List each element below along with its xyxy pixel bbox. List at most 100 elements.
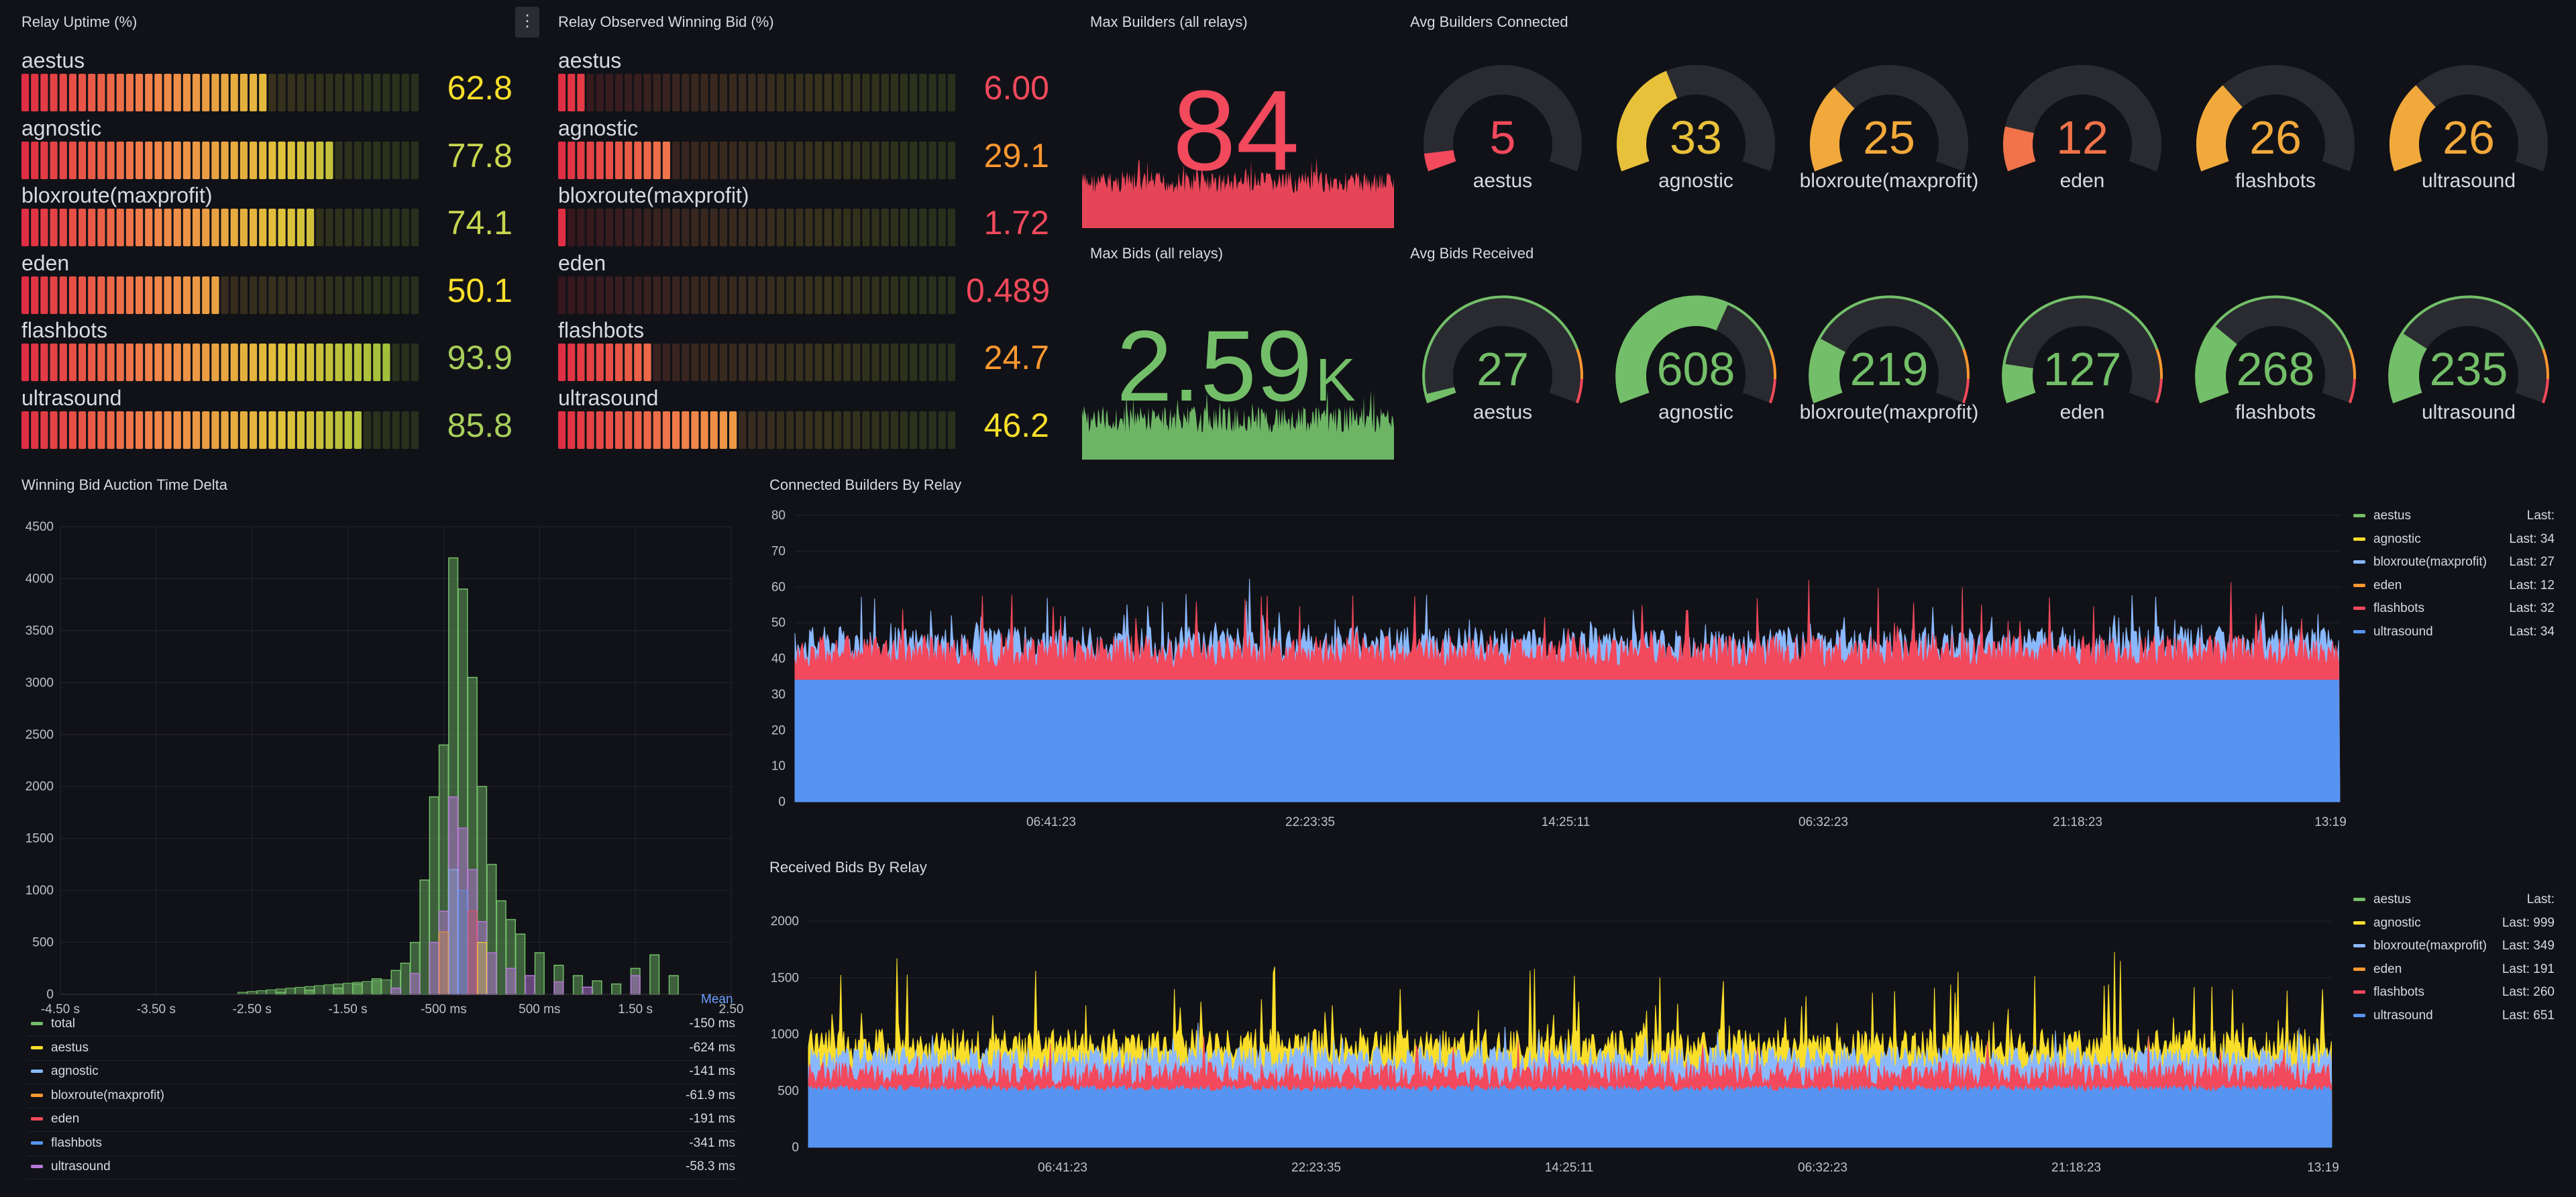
- winbid-row-segment: [605, 141, 613, 179]
- legend-name: agnostic: [2373, 531, 2421, 546]
- legend-last: Last: 191: [2502, 961, 2555, 976]
- winbid-row-segment: [938, 344, 946, 381]
- uptime-row-segment: [116, 74, 124, 111]
- legend-item[interactable]: ultrasound Last: 651: [2353, 1008, 2555, 1023]
- gauge-threshold: [1962, 378, 1970, 404]
- uptime-row-segment: [325, 344, 333, 381]
- legend-item[interactable]: agnostic Last: 34: [2353, 532, 2555, 547]
- gauge-fill: [1426, 386, 1456, 403]
- uptime-row-segment: [202, 344, 210, 381]
- legend-swatch: [2353, 583, 2365, 587]
- winbid-row-segment: [833, 276, 841, 314]
- uptime-row-segment: [268, 209, 276, 246]
- uptime-row-segment: [136, 209, 144, 246]
- uptime-row-segment: [239, 141, 248, 179]
- histogram-panel: Winning Bid Auction Time Delta 0 500 1000 1…: [0, 463, 758, 1197]
- uptime-row-segment: [382, 141, 390, 179]
- histogram-bar: [668, 975, 679, 995]
- winbid-row-segment: [862, 74, 870, 111]
- legend-last: Last: 651: [2502, 1008, 2555, 1023]
- uptime-row-segment: [287, 276, 295, 314]
- legend-item[interactable]: ultrasound Last: 34: [2353, 625, 2555, 639]
- uptime-row-segment: [164, 74, 172, 111]
- series-area: [808, 1084, 2332, 1148]
- uptime-row-value: 77.8: [447, 136, 513, 174]
- legend-item[interactable]: total -150 ms: [31, 1017, 735, 1031]
- legend-item[interactable]: bloxroute(maxprofit) Last: 27: [2353, 555, 2555, 570]
- legend-item[interactable]: eden -191 ms: [31, 1112, 735, 1127]
- legend-item[interactable]: bloxroute(maxprofit) Last: 349: [2353, 939, 2555, 953]
- uptime-row-segment: [173, 276, 181, 314]
- winbid-row-segment: [710, 344, 718, 381]
- winbid-row-segment: [928, 411, 936, 449]
- uptime-row-segment: [97, 411, 105, 449]
- uptime-row-segment: [116, 209, 124, 246]
- x-tick-label: 22:23:35: [1291, 1161, 1341, 1175]
- uptime-row-segment: [373, 209, 381, 246]
- uptime-row-segment: [287, 344, 295, 381]
- legend-item[interactable]: bloxroute(maxprofit) -61.9 ms: [31, 1088, 735, 1103]
- histogram-bar: [314, 985, 324, 995]
- legend-item[interactable]: eden Last: 12: [2353, 578, 2555, 593]
- histogram-bar: [611, 983, 622, 995]
- winbid-row-segment: [577, 141, 585, 179]
- winbid-row-segment: [776, 141, 784, 179]
- uptime-row-segment: [325, 276, 333, 314]
- uptime-row-bar: [21, 411, 419, 449]
- histogram-bar: [649, 954, 660, 995]
- winbid-row-segment: [786, 141, 794, 179]
- legend-item[interactable]: aestus -624 ms: [31, 1041, 735, 1055]
- histogram-chart: 0 500 1000 1500 2000 2500 3000 3500 4000 4500 -4.5…: [25, 520, 744, 1017]
- legend-item[interactable]: flashbots Last: 32: [2353, 601, 2555, 616]
- gauge-value: 33: [1670, 111, 1722, 164]
- winbid-row-segment: [919, 74, 927, 111]
- uptime-row-segment: [297, 276, 305, 314]
- uptime-row-segment: [136, 74, 144, 111]
- winbid-row-segment: [739, 276, 747, 314]
- uptime-row-segment: [316, 411, 324, 449]
- gauge-value: 219: [1849, 343, 1929, 395]
- uptime-row-segment: [107, 411, 115, 449]
- legend-last: Last: 12: [2509, 578, 2555, 592]
- legend-item[interactable]: eden Last: 191: [2353, 962, 2555, 977]
- winbid-row-segment: [596, 74, 604, 111]
- y-tick-label: 20: [771, 723, 786, 737]
- winbid-row-segment: [843, 141, 851, 179]
- y-tick-label: 80: [771, 509, 786, 523]
- avg-builders-panel: Avg Builders Connected 5 aestus 33 agnostic…: [1395, 0, 2576, 231]
- uptime-row-segment: [145, 344, 153, 381]
- legend-item[interactable]: agnostic Last: 999: [2353, 916, 2555, 931]
- x-tick-label: -4.50 s: [41, 1002, 80, 1017]
- gauge-arc: [2195, 295, 2356, 404]
- uptime-row-segment: [335, 276, 343, 314]
- winbid-row-segment: [691, 411, 699, 449]
- legend-swatch: [2353, 560, 2365, 564]
- legend-swatch: [2353, 921, 2365, 925]
- winbid-row-segment: [605, 209, 613, 246]
- legend-item[interactable]: agnostic -141 ms: [31, 1064, 735, 1079]
- winbid-row-segment: [767, 209, 775, 246]
- legend-name: flashbots: [51, 1135, 103, 1150]
- legend-item[interactable]: ultrasound -58.3 ms: [31, 1159, 735, 1174]
- uptime-row-segment: [221, 74, 229, 111]
- winbid-row-segment: [805, 344, 813, 381]
- legend-item[interactable]: flashbots Last: 260: [2353, 985, 2555, 1000]
- uptime-row-segment: [382, 74, 390, 111]
- legend-item[interactable]: aestus Last:: [2353, 892, 2555, 907]
- legend-item[interactable]: flashbots -341 ms: [31, 1136, 735, 1151]
- uptime-row-segment: [392, 411, 400, 449]
- legend-item[interactable]: aestus Last:: [2353, 509, 2555, 523]
- winbid-row-segment: [634, 74, 642, 111]
- winbid-row-segment: [776, 74, 784, 111]
- uptime-row-segment: [145, 74, 153, 111]
- uptime-row-segment: [239, 344, 248, 381]
- uptime-row-segment: [316, 209, 324, 246]
- gauge-label: agnostic: [1658, 170, 1733, 192]
- winbid-row-segment: [634, 276, 642, 314]
- uptime-row-segment: [173, 141, 181, 179]
- y-tick-label: 4000: [25, 572, 54, 586]
- uptime-row-segment: [335, 344, 343, 381]
- panel-menu-icon[interactable]: ⋮: [515, 7, 539, 38]
- winbid-row-segment: [786, 344, 794, 381]
- uptime-row-value: 62.8: [447, 69, 513, 107]
